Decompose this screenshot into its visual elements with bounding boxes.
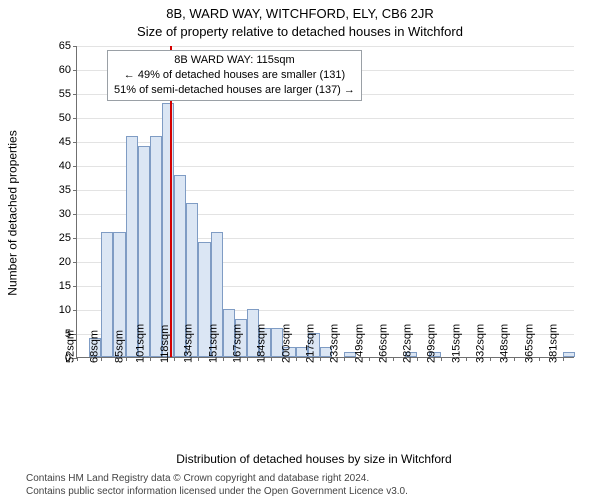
histogram-bar (563, 352, 575, 357)
x-tick-label: 282sqm (402, 324, 414, 363)
x-tick-label: 68sqm (89, 330, 101, 363)
x-tick-mark (490, 357, 491, 361)
chart-area: 0510152025303540455055606552sqm68sqm85sq… (54, 46, 574, 406)
y-tick-label: 45 (59, 136, 77, 148)
chart-title: 8B, WARD WAY, WITCHFORD, ELY, CB6 2JR (0, 6, 600, 21)
x-tick-label: 184sqm (256, 324, 268, 363)
x-tick-mark (198, 357, 199, 361)
y-axis-label: Number of detached properties (6, 46, 20, 380)
x-tick-mark (393, 357, 394, 361)
plot-area: 0510152025303540455055606552sqm68sqm85sq… (76, 46, 574, 358)
x-tick-mark (514, 357, 515, 361)
x-tick-mark (77, 357, 78, 361)
x-tick-mark (126, 357, 127, 361)
annotation-box: 8B WARD WAY: 115sqm← 49% of detached hou… (107, 50, 362, 101)
annotation-line: ← 49% of detached houses are smaller (13… (114, 68, 355, 83)
x-tick-mark (466, 357, 467, 361)
x-tick-mark (101, 357, 102, 361)
histogram-bar (101, 232, 113, 357)
x-tick-label: 348sqm (499, 324, 511, 363)
x-tick-label: 315sqm (450, 324, 462, 363)
x-tick-mark (369, 357, 370, 361)
x-tick-mark (320, 357, 321, 361)
y-tick-label: 60 (59, 64, 77, 76)
grid-line (77, 46, 574, 47)
y-tick-label: 65 (59, 40, 77, 52)
y-tick-label: 40 (59, 160, 77, 172)
x-tick-label: 134sqm (183, 324, 195, 363)
x-tick-mark (417, 357, 418, 361)
x-tick-label: 200sqm (280, 324, 292, 363)
x-axis-label: Distribution of detached houses by size … (54, 452, 574, 466)
page: 8B, WARD WAY, WITCHFORD, ELY, CB6 2JR Si… (0, 0, 600, 500)
y-tick-label: 15 (59, 280, 77, 292)
y-tick-label: 35 (59, 184, 77, 196)
x-tick-mark (441, 357, 442, 361)
x-tick-label: 85sqm (113, 330, 125, 363)
x-tick-mark (174, 357, 175, 361)
chart-subtitle: Size of property relative to detached ho… (0, 24, 600, 39)
x-tick-label: 381sqm (547, 324, 559, 363)
x-tick-label: 365sqm (523, 324, 535, 363)
annotation-line: 8B WARD WAY: 115sqm (114, 53, 355, 68)
x-tick-label: 299sqm (426, 324, 438, 363)
x-tick-mark (539, 357, 540, 361)
x-tick-mark (247, 357, 248, 361)
histogram-bar (162, 103, 174, 357)
grid-line (77, 118, 574, 119)
footer-line: Contains HM Land Registry data © Crown c… (26, 473, 408, 486)
y-tick-label: 30 (59, 208, 77, 220)
x-tick-label: 151sqm (207, 324, 219, 363)
x-tick-mark (296, 357, 297, 361)
y-tick-label: 20 (59, 256, 77, 268)
footer-attribution: Contains HM Land Registry data © Crown c… (26, 473, 408, 498)
x-tick-mark (344, 357, 345, 361)
x-tick-label: 101sqm (134, 324, 146, 363)
annotation-line: 51% of semi-detached houses are larger (… (114, 83, 355, 98)
x-tick-label: 332sqm (474, 324, 486, 363)
x-tick-label: 217sqm (304, 324, 316, 363)
x-tick-label: 167sqm (231, 324, 243, 363)
x-tick-mark (150, 357, 151, 361)
y-tick-label: 10 (59, 304, 77, 316)
x-tick-label: 266sqm (377, 324, 389, 363)
x-tick-mark (563, 357, 564, 361)
x-tick-label: 233sqm (329, 324, 341, 363)
x-tick-label: 249sqm (353, 324, 365, 363)
footer-line: Contains public sector information licen… (26, 486, 408, 499)
x-tick-mark (223, 357, 224, 361)
x-tick-mark (271, 357, 272, 361)
y-tick-label: 55 (59, 88, 77, 100)
y-tick-label: 25 (59, 232, 77, 244)
x-tick-label: 52sqm (64, 330, 76, 363)
y-tick-label: 50 (59, 112, 77, 124)
